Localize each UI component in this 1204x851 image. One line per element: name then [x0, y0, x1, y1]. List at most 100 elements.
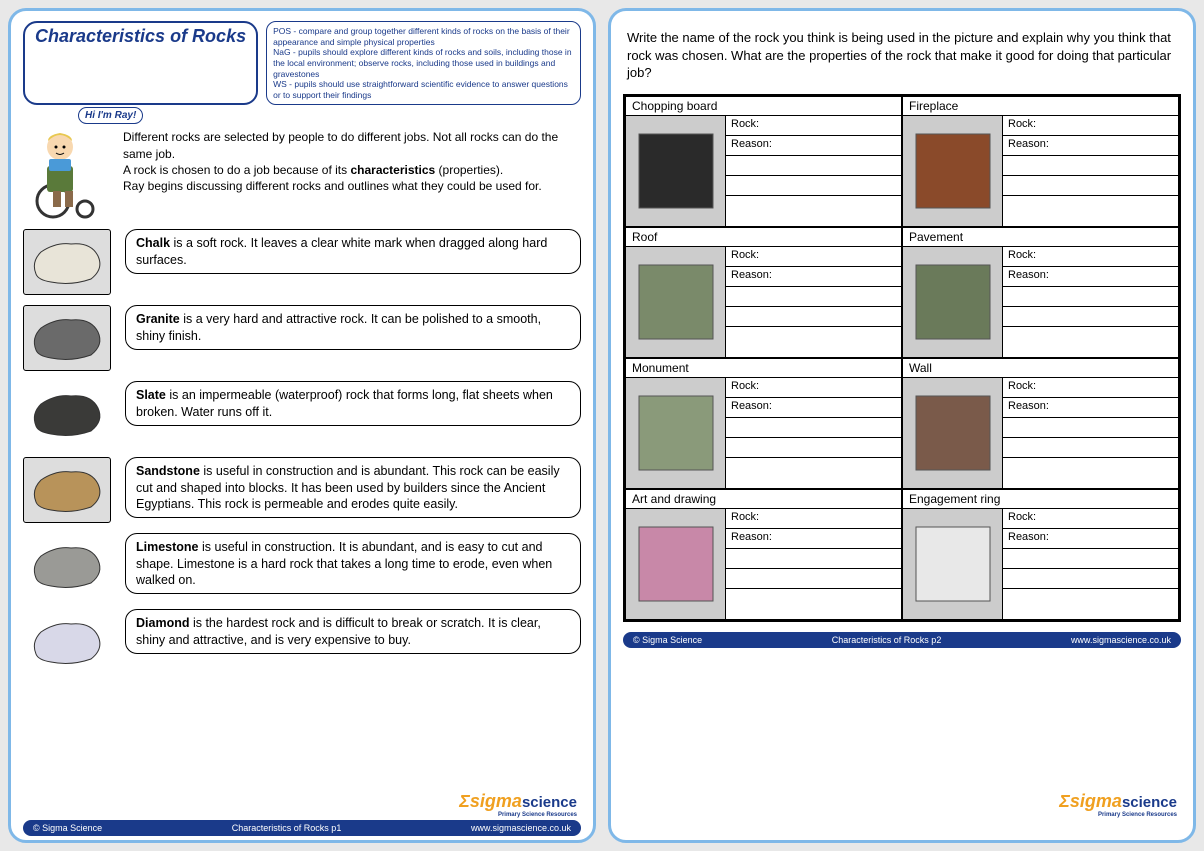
blank-line[interactable] [726, 549, 901, 569]
blank-line[interactable] [1003, 327, 1178, 357]
cell-fields: Rock:Reason: [726, 378, 901, 488]
rock-description: Limestone is useful in construction. It … [125, 533, 581, 594]
blank-line[interactable] [726, 156, 901, 176]
rock-name: Sandstone [136, 464, 200, 478]
cell-body: Rock:Reason: [626, 378, 901, 488]
reason-field[interactable]: Reason: [1003, 136, 1178, 156]
rock-field[interactable]: Rock: [726, 378, 901, 398]
answer-cell: Art and drawingRock:Reason: [625, 489, 902, 620]
cell-body: Rock:Reason: [903, 509, 1178, 619]
blank-line[interactable] [726, 327, 901, 357]
blank-line[interactable] [1003, 196, 1178, 226]
answer-grid: Chopping boardRock:Reason:FireplaceRock:… [623, 94, 1181, 622]
rock-image [23, 457, 111, 523]
answer-cell: RoofRock:Reason: [625, 227, 902, 358]
blank-line[interactable] [1003, 287, 1178, 307]
cell-fields: Rock:Reason: [1003, 509, 1178, 619]
cell-body: Rock:Reason: [626, 116, 901, 226]
cell-fields: Rock:Reason: [1003, 116, 1178, 226]
rock-icon [26, 462, 108, 518]
rock-description: Chalk is a soft rock. It leaves a clear … [125, 229, 581, 274]
cell-image [626, 378, 726, 488]
blank-line[interactable] [726, 589, 901, 619]
rock-text: is useful in construction and is abundan… [136, 464, 560, 511]
answer-cell: MonumentRock:Reason: [625, 358, 902, 489]
blank-line[interactable] [1003, 589, 1178, 619]
rock-icon [26, 310, 108, 366]
rock-field[interactable]: Rock: [726, 116, 901, 136]
cell-title: Wall [903, 359, 1178, 378]
reason-field[interactable]: Reason: [726, 398, 901, 418]
blank-line[interactable] [726, 569, 901, 589]
blank-line[interactable] [1003, 176, 1178, 196]
standard-ws: WS - pupils should use straightforward s… [273, 79, 574, 100]
rock-row: Sandstone is useful in construction and … [23, 457, 581, 523]
cell-fields: Rock:Reason: [1003, 247, 1178, 357]
footer-title: Characteristics of Rocks p2 [832, 635, 942, 645]
footer-title: Characteristics of Rocks p1 [232, 823, 342, 833]
blank-line[interactable] [726, 176, 901, 196]
rock-description: Sandstone is useful in construction and … [125, 457, 581, 518]
rock-field[interactable]: Rock: [726, 247, 901, 267]
worksheet-page-2: Write the name of the rock you think is … [608, 8, 1196, 843]
blank-line[interactable] [726, 438, 901, 458]
blank-line[interactable] [1003, 156, 1178, 176]
rock-description: Diamond is the hardest rock and is diffi… [125, 609, 581, 654]
blank-line[interactable] [1003, 549, 1178, 569]
item-photo-icon [631, 519, 721, 609]
rock-row: Limestone is useful in construction. It … [23, 533, 581, 599]
blank-line[interactable] [726, 458, 901, 488]
blank-line[interactable] [726, 418, 901, 438]
cell-title: Monument [626, 359, 901, 378]
mascot-ray: Hi I'm Ray! [23, 111, 113, 221]
reason-field[interactable]: Reason: [1003, 398, 1178, 418]
cell-body: Rock:Reason: [903, 378, 1178, 488]
rock-name: Chalk [136, 236, 170, 250]
rocks-list: Chalk is a soft rock. It leaves a clear … [23, 229, 581, 816]
blank-line[interactable] [1003, 418, 1178, 438]
answer-cell: Chopping boardRock:Reason: [625, 96, 902, 227]
cell-image [626, 247, 726, 357]
speech-bubble: Hi I'm Ray! [78, 107, 143, 124]
cell-title: Roof [626, 228, 901, 247]
instruction-text: Write the name of the rock you think is … [627, 29, 1177, 82]
blank-line[interactable] [1003, 569, 1178, 589]
rock-field[interactable]: Rock: [1003, 247, 1178, 267]
intro-row: Hi I'm Ray! Different rocks are selected… [23, 111, 581, 221]
cell-title: Pavement [903, 228, 1178, 247]
blank-line[interactable] [726, 196, 901, 226]
cell-fields: Rock:Reason: [726, 509, 901, 619]
rock-text: is useful in construction. It is abundan… [136, 540, 552, 587]
reason-field[interactable]: Reason: [1003, 267, 1178, 287]
rock-field[interactable]: Rock: [1003, 509, 1178, 529]
blank-line[interactable] [726, 287, 901, 307]
rock-name: Diamond [136, 616, 189, 630]
reason-field[interactable]: Reason: [1003, 529, 1178, 549]
reason-field[interactable]: Reason: [726, 136, 901, 156]
cell-image [903, 378, 1003, 488]
rock-field[interactable]: Rock: [1003, 378, 1178, 398]
blank-line[interactable] [1003, 458, 1178, 488]
blank-line[interactable] [1003, 307, 1178, 327]
standard-pos: POS - compare and group together differe… [273, 26, 574, 47]
cell-image [626, 116, 726, 226]
header: Characteristics of Rocks POS - compare a… [23, 21, 581, 105]
footer-url: www.sigmascience.co.uk [471, 823, 571, 833]
blank-line[interactable] [1003, 438, 1178, 458]
blank-line[interactable] [726, 307, 901, 327]
reason-field[interactable]: Reason: [726, 267, 901, 287]
cell-title: Engagement ring [903, 490, 1178, 509]
item-photo-icon [908, 519, 998, 609]
intro-text: Different rocks are selected by people t… [123, 111, 581, 221]
item-photo-icon [908, 126, 998, 216]
cell-body: Rock:Reason: [626, 509, 901, 619]
rock-field[interactable]: Rock: [726, 509, 901, 529]
reason-field[interactable]: Reason: [726, 529, 901, 549]
cell-fields: Rock:Reason: [1003, 378, 1178, 488]
rock-icon [26, 234, 108, 290]
rock-field[interactable]: Rock: [1003, 116, 1178, 136]
footer-2: © Sigma Science Characteristics of Rocks… [623, 632, 1181, 648]
item-photo-icon [908, 388, 998, 478]
worksheet-page-1: Characteristics of Rocks POS - compare a… [8, 8, 596, 843]
standards-box: POS - compare and group together differe… [266, 21, 581, 105]
